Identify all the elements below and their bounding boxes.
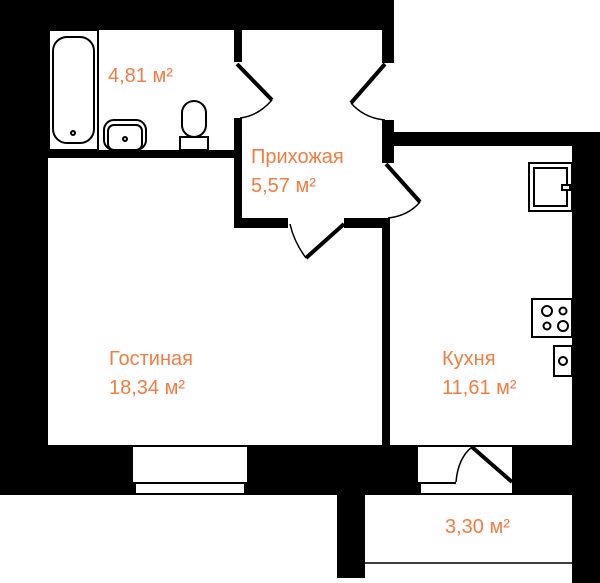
balcony-area: 3,30 м² bbox=[445, 516, 510, 538]
bathroom-area: 4,81 м² bbox=[108, 65, 173, 87]
living-room-door[interactable] bbox=[289, 222, 346, 260]
balcony-door[interactable] bbox=[418, 445, 514, 493]
bathroom-door[interactable] bbox=[235, 62, 274, 119]
washbasin-icon bbox=[103, 119, 147, 151]
kitchen-sink-icon bbox=[553, 345, 573, 377]
hall-closet-door[interactable] bbox=[349, 62, 387, 121]
kitchen-door[interactable] bbox=[384, 162, 422, 219]
toilet-icon bbox=[179, 100, 209, 151]
living-room-area: 18,34 м² bbox=[109, 377, 185, 399]
hallway-area: 5,57 м² bbox=[251, 175, 316, 197]
fridge-icon bbox=[528, 162, 573, 212]
kitchen-name: Кухня bbox=[442, 348, 496, 370]
stove-icon bbox=[531, 298, 573, 338]
kitchen-area: 11,61 м² bbox=[442, 377, 517, 399]
living-room-name: Гостиная bbox=[109, 348, 193, 370]
hallway-name: Прихожая bbox=[251, 146, 344, 168]
living-room-window bbox=[133, 447, 247, 493]
bathtub-icon bbox=[48, 29, 99, 151]
